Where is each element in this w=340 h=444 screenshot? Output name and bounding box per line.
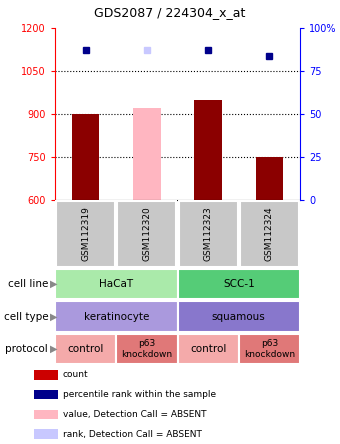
Text: ▶: ▶	[50, 279, 57, 289]
Text: percentile rank within the sample: percentile rank within the sample	[63, 390, 216, 399]
Bar	[239, 333, 300, 364]
Bar	[240, 202, 299, 267]
Text: GSM112320: GSM112320	[142, 206, 151, 262]
Text: HaCaT: HaCaT	[99, 279, 133, 289]
Text: cell type: cell type	[4, 312, 48, 321]
Text: protocol: protocol	[5, 344, 48, 354]
Bar	[256, 157, 283, 200]
Bar	[194, 99, 222, 200]
Bar	[116, 333, 177, 364]
Text: keratinocyte: keratinocyte	[84, 312, 149, 321]
Text: value, Detection Call = ABSENT: value, Detection Call = ABSENT	[63, 410, 206, 419]
Text: control: control	[190, 344, 226, 354]
Bar	[118, 202, 176, 267]
Bar	[133, 108, 161, 200]
Text: squamous: squamous	[212, 312, 266, 321]
Text: ▶: ▶	[50, 312, 57, 321]
Bar	[34, 410, 58, 419]
Text: SCC-1: SCC-1	[223, 279, 255, 289]
Bar	[34, 390, 58, 399]
Text: count: count	[63, 370, 88, 379]
Text: p63
knockdown: p63 knockdown	[244, 339, 295, 359]
Bar	[55, 333, 116, 364]
Bar	[177, 301, 300, 332]
Text: GSM112319: GSM112319	[81, 206, 90, 262]
Bar	[56, 202, 115, 267]
Text: ▶: ▶	[50, 344, 57, 354]
Bar	[55, 269, 177, 299]
Text: GSM112324: GSM112324	[265, 207, 274, 262]
Text: GSM112323: GSM112323	[204, 206, 212, 262]
Text: p63
knockdown: p63 knockdown	[121, 339, 172, 359]
Bar	[179, 202, 238, 267]
Bar	[34, 429, 58, 439]
Bar	[72, 114, 99, 200]
Text: rank, Detection Call = ABSENT: rank, Detection Call = ABSENT	[63, 430, 201, 439]
Text: control: control	[67, 344, 104, 354]
Bar	[177, 269, 300, 299]
Bar	[177, 333, 239, 364]
Bar	[34, 370, 58, 380]
Bar	[55, 301, 177, 332]
Text: cell line: cell line	[8, 279, 48, 289]
Text: GDS2087 / 224304_x_at: GDS2087 / 224304_x_at	[94, 7, 246, 20]
